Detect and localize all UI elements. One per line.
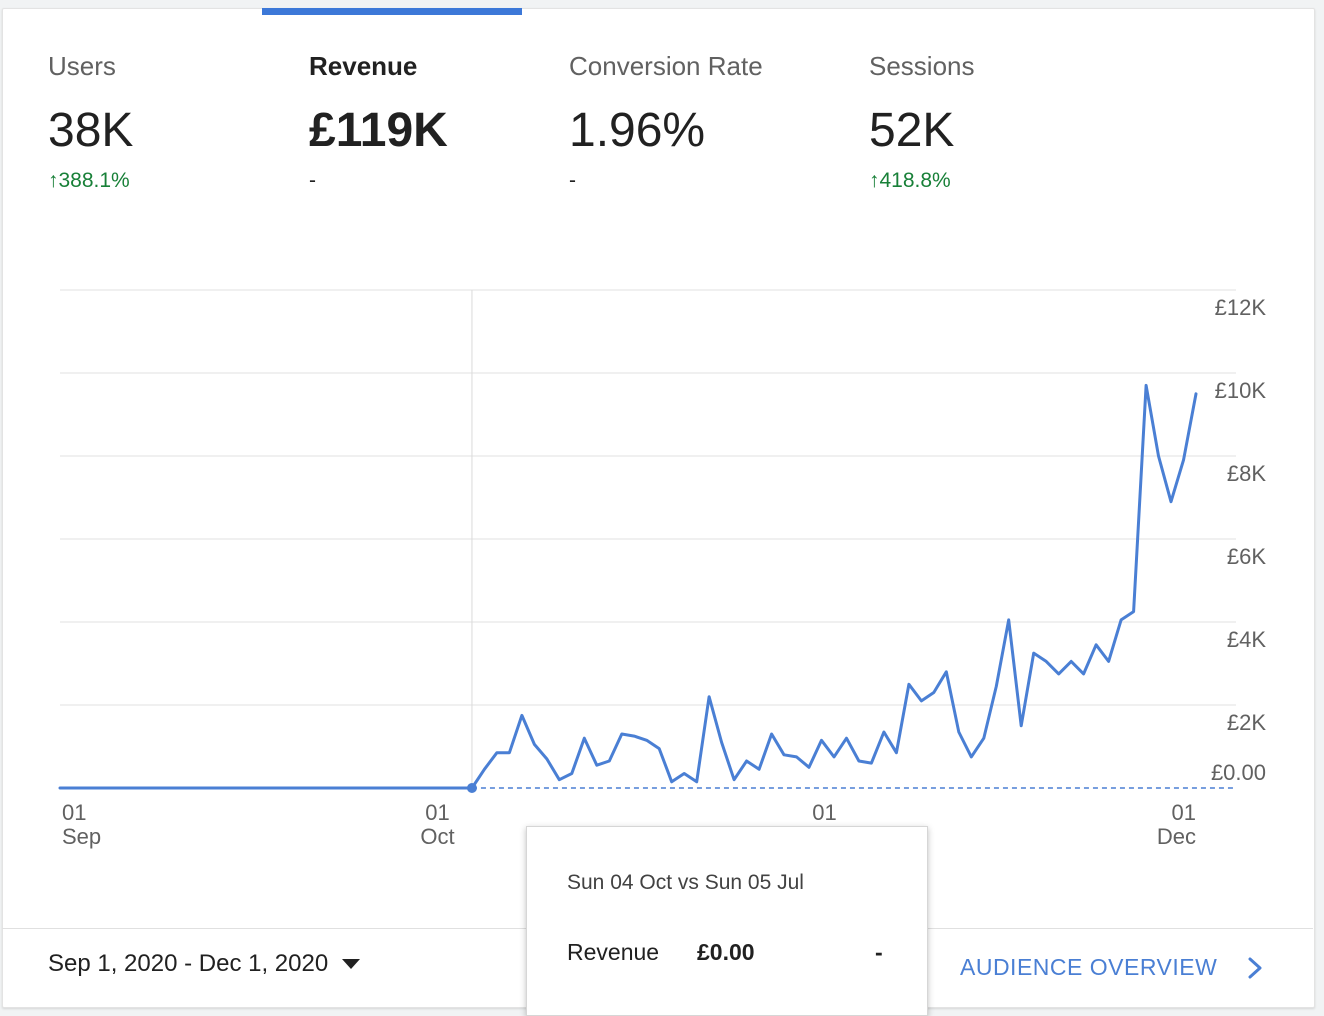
- y-tick-label: £12K: [1215, 295, 1267, 320]
- tooltip-metric-label: Revenue: [567, 939, 660, 965]
- metric-value: 52K: [869, 104, 955, 157]
- x-tick-month: Oct: [420, 824, 454, 849]
- x-tick-month: Dec: [1157, 824, 1196, 849]
- metric-change: ↑418.8%: [869, 168, 1129, 194]
- metric-tab-users[interactable]: Users 38K ↑388.1%: [48, 50, 308, 194]
- metric-change: -: [309, 169, 316, 192]
- metric-label: Users: [48, 51, 116, 81]
- metric-change: -: [569, 169, 576, 192]
- metric-value: £119K: [309, 104, 448, 157]
- metric-change: ↑388.1%: [48, 168, 308, 194]
- y-tick-label: £4K: [1227, 627, 1266, 652]
- arrow-up-icon: ↑: [48, 169, 59, 192]
- y-tick-label: £10K: [1215, 378, 1267, 403]
- active-tab-indicator: [262, 8, 522, 15]
- metric-tab-conversion-rate[interactable]: Conversion Rate 1.96% -: [569, 50, 829, 194]
- chevron-right-icon: [1248, 957, 1262, 978]
- tooltip-title: Sun 04 Oct vs Sun 05 Jul: [567, 871, 804, 894]
- hover-point-marker: [466, 783, 477, 793]
- metric-change-value: 388.1%: [58, 169, 130, 192]
- metric-tab-revenue[interactable]: Revenue £119K -: [309, 50, 569, 194]
- y-tick-label: £8K: [1227, 461, 1266, 486]
- y-tick-label: £2K: [1227, 710, 1266, 735]
- tooltip-metric-value: £0.00: [697, 939, 755, 965]
- chart-tooltip: Sun 04 Oct vs Sun 05 Jul Revenue £0.00 -: [526, 826, 928, 1016]
- metric-value: 1.96%: [569, 104, 706, 157]
- caret-down-icon: [342, 959, 361, 969]
- metric-value: 38K: [48, 104, 134, 157]
- audience-overview-label: AUDIENCE OVERVIEW: [960, 954, 1218, 980]
- x-tick-day: 01: [425, 800, 449, 825]
- arrow-up-icon: ↑: [869, 169, 880, 192]
- tooltip-change: -: [875, 939, 883, 965]
- metric-label: Sessions: [869, 51, 975, 81]
- date-range-label: Sep 1, 2020 - Dec 1, 2020: [48, 950, 329, 977]
- metric-label: Revenue: [309, 51, 418, 81]
- date-range-selector[interactable]: Sep 1, 2020 - Dec 1, 2020: [48, 950, 361, 978]
- revenue-series-line: [58, 383, 1198, 790]
- x-tick-day: 01: [1172, 800, 1196, 825]
- x-tick-day: 01: [62, 800, 86, 825]
- audience-overview-link[interactable]: AUDIENCE OVERVIEW: [960, 954, 1263, 981]
- y-tick-label: £0.00: [1211, 760, 1266, 785]
- x-tick-month: Sep: [62, 824, 101, 849]
- x-tick-day: 01: [812, 800, 836, 825]
- metric-tab-sessions[interactable]: Sessions 52K ↑418.8%: [869, 50, 1129, 194]
- y-tick-label: £6K: [1227, 544, 1266, 569]
- metric-change-value: 418.8%: [879, 169, 951, 192]
- metric-label: Conversion Rate: [569, 51, 763, 81]
